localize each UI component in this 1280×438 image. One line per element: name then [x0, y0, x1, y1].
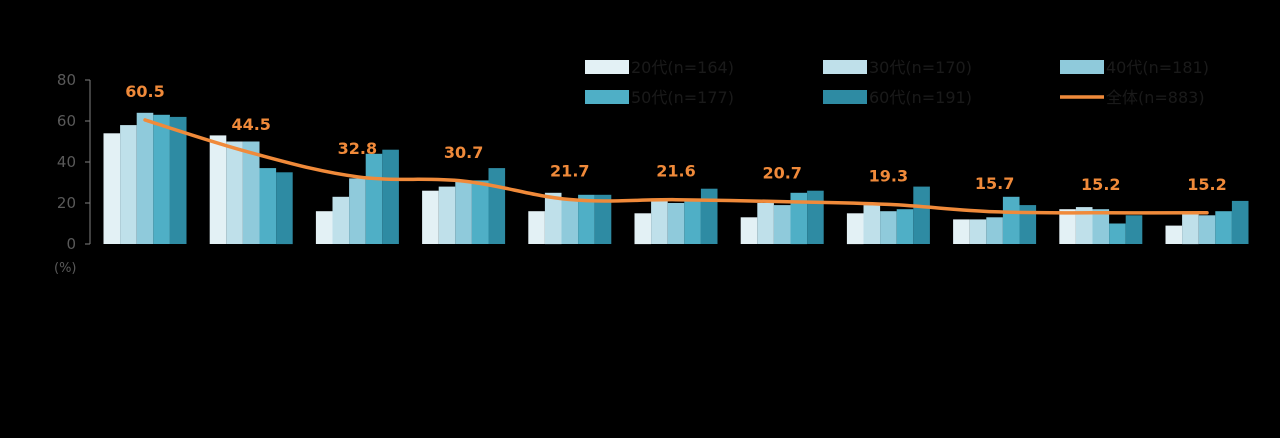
- data-label: 32.8: [338, 139, 377, 158]
- bar: [700, 188, 718, 244]
- legend-label: 全体(n=883): [1106, 88, 1205, 107]
- legend-label: 30代(n=170): [869, 58, 972, 77]
- y-tick-label: 60: [57, 112, 76, 130]
- bar: [757, 203, 774, 244]
- legend-label: 50代(n=177): [631, 88, 734, 107]
- legend-swatch: [585, 60, 629, 74]
- bar: [1002, 196, 1020, 244]
- bar: [488, 168, 506, 244]
- bar: [455, 180, 472, 244]
- bar: [471, 180, 489, 244]
- bar: [544, 192, 562, 245]
- bar: [1231, 200, 1249, 244]
- y-axis: 0 20 40 60 80: [57, 71, 91, 253]
- data-label: 15.7: [975, 174, 1014, 193]
- bar: [276, 172, 293, 245]
- bar: [594, 194, 612, 244]
- data-labels: 60.5 44.5 32.8 30.7 21.7 21.6 20.7 19.3 15.7 15.2…: [125, 82, 1226, 194]
- legend-swatch: [585, 90, 629, 104]
- data-label: 60.5: [125, 82, 164, 101]
- y-tick-label: 20: [57, 194, 76, 212]
- bar: [315, 211, 333, 244]
- y-tick-label: 80: [57, 71, 76, 89]
- legend: 20代(n=164) 30代(n=170) 40代(n=181) 50代(n=177)…: [585, 58, 1209, 107]
- bar: [1059, 209, 1076, 244]
- legend-swatch: [1060, 60, 1104, 74]
- bar: [1019, 205, 1037, 244]
- bar: [880, 211, 897, 244]
- bar: [259, 168, 277, 244]
- bar: [120, 125, 137, 244]
- legend-label: 40代(n=181): [1106, 58, 1209, 77]
- bar: [846, 213, 864, 245]
- bar: [1092, 209, 1110, 244]
- data-label: 19.3: [869, 166, 908, 185]
- data-label: 15.2: [1187, 175, 1226, 194]
- legend-swatch: [823, 90, 867, 104]
- bar: [684, 200, 701, 244]
- legend-label: 20代(n=164): [631, 58, 734, 77]
- y-tick-label: 0: [66, 235, 76, 253]
- bar: [1182, 213, 1199, 245]
- bar: [1109, 223, 1126, 244]
- bar: [578, 194, 595, 244]
- y-unit-label: (%): [54, 261, 77, 276]
- data-label: 20.7: [762, 164, 801, 183]
- bar: [332, 196, 350, 244]
- bar: [422, 190, 439, 244]
- bar: [913, 186, 930, 244]
- y-tick-label: 40: [57, 153, 76, 171]
- bar: [651, 200, 668, 244]
- bar: [896, 209, 914, 244]
- bar: [953, 219, 970, 244]
- data-label: 15.2: [1081, 175, 1120, 194]
- bar: [986, 217, 1003, 244]
- bar: [969, 219, 987, 244]
- bar: [1075, 207, 1093, 244]
- bar: [136, 112, 154, 244]
- bar: [169, 116, 187, 244]
- data-label: 44.5: [231, 115, 270, 134]
- bar: [438, 186, 456, 244]
- bar: [790, 192, 808, 245]
- bars: [103, 112, 1249, 245]
- bar: [153, 114, 170, 244]
- bar: [209, 135, 227, 244]
- bar: [1215, 211, 1232, 244]
- bar: [740, 217, 758, 244]
- bar: [667, 203, 685, 244]
- bar: [103, 133, 121, 244]
- bar: [528, 211, 545, 244]
- bar: [382, 149, 399, 244]
- bar: [1125, 215, 1143, 244]
- bar: [561, 198, 579, 244]
- bar: [349, 178, 366, 244]
- bar: [242, 141, 260, 244]
- bar: [863, 205, 881, 244]
- bar: [807, 190, 824, 244]
- legend-swatch: [823, 60, 867, 74]
- bar: [1165, 225, 1183, 244]
- data-label: 21.7: [550, 162, 589, 181]
- bar: [226, 141, 243, 244]
- data-label: 21.6: [656, 162, 695, 181]
- bar: [634, 213, 652, 245]
- bar: [365, 153, 383, 244]
- overall-line-path: [143, 118, 1209, 215]
- legend-label: 60代(n=191): [869, 88, 972, 107]
- bar: [1198, 215, 1216, 244]
- bar: [773, 205, 791, 244]
- data-label: 30.7: [444, 143, 483, 162]
- overall-line: [143, 118, 1209, 215]
